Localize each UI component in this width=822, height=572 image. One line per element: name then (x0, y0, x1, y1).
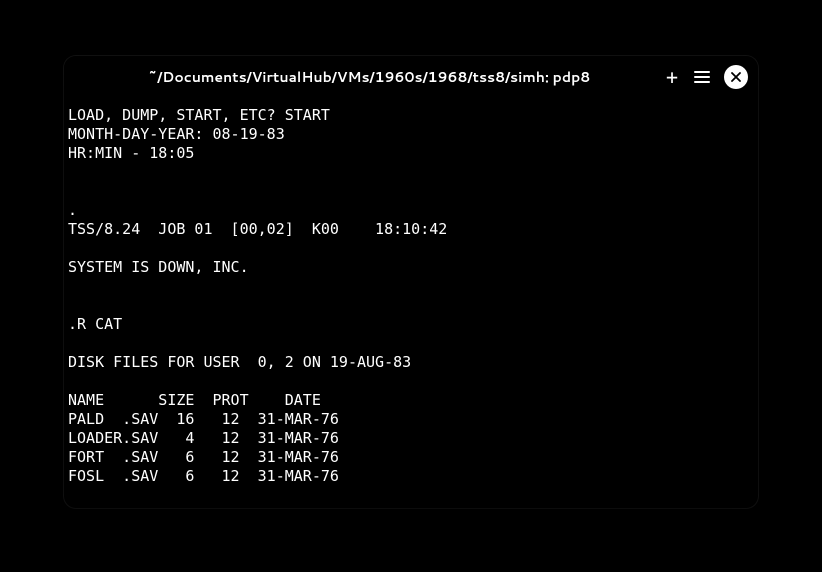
new-tab-icon[interactable]: + (664, 69, 680, 85)
titlebar: ~/Documents/VirtualHub/VMs/1960s/1968/ts… (64, 56, 758, 98)
terminal-window: ~/Documents/VirtualHub/VMs/1960s/1968/ts… (64, 56, 758, 508)
hamburger-menu-icon[interactable] (694, 69, 710, 85)
close-icon (731, 72, 741, 82)
close-button[interactable] (724, 65, 748, 89)
titlebar-buttons: + (664, 65, 748, 89)
window-title: ~/Documents/VirtualHub/VMs/1960s/1968/ts… (74, 67, 664, 87)
terminal-output[interactable]: LOAD, DUMP, START, ETC? START MONTH-DAY-… (64, 98, 758, 508)
